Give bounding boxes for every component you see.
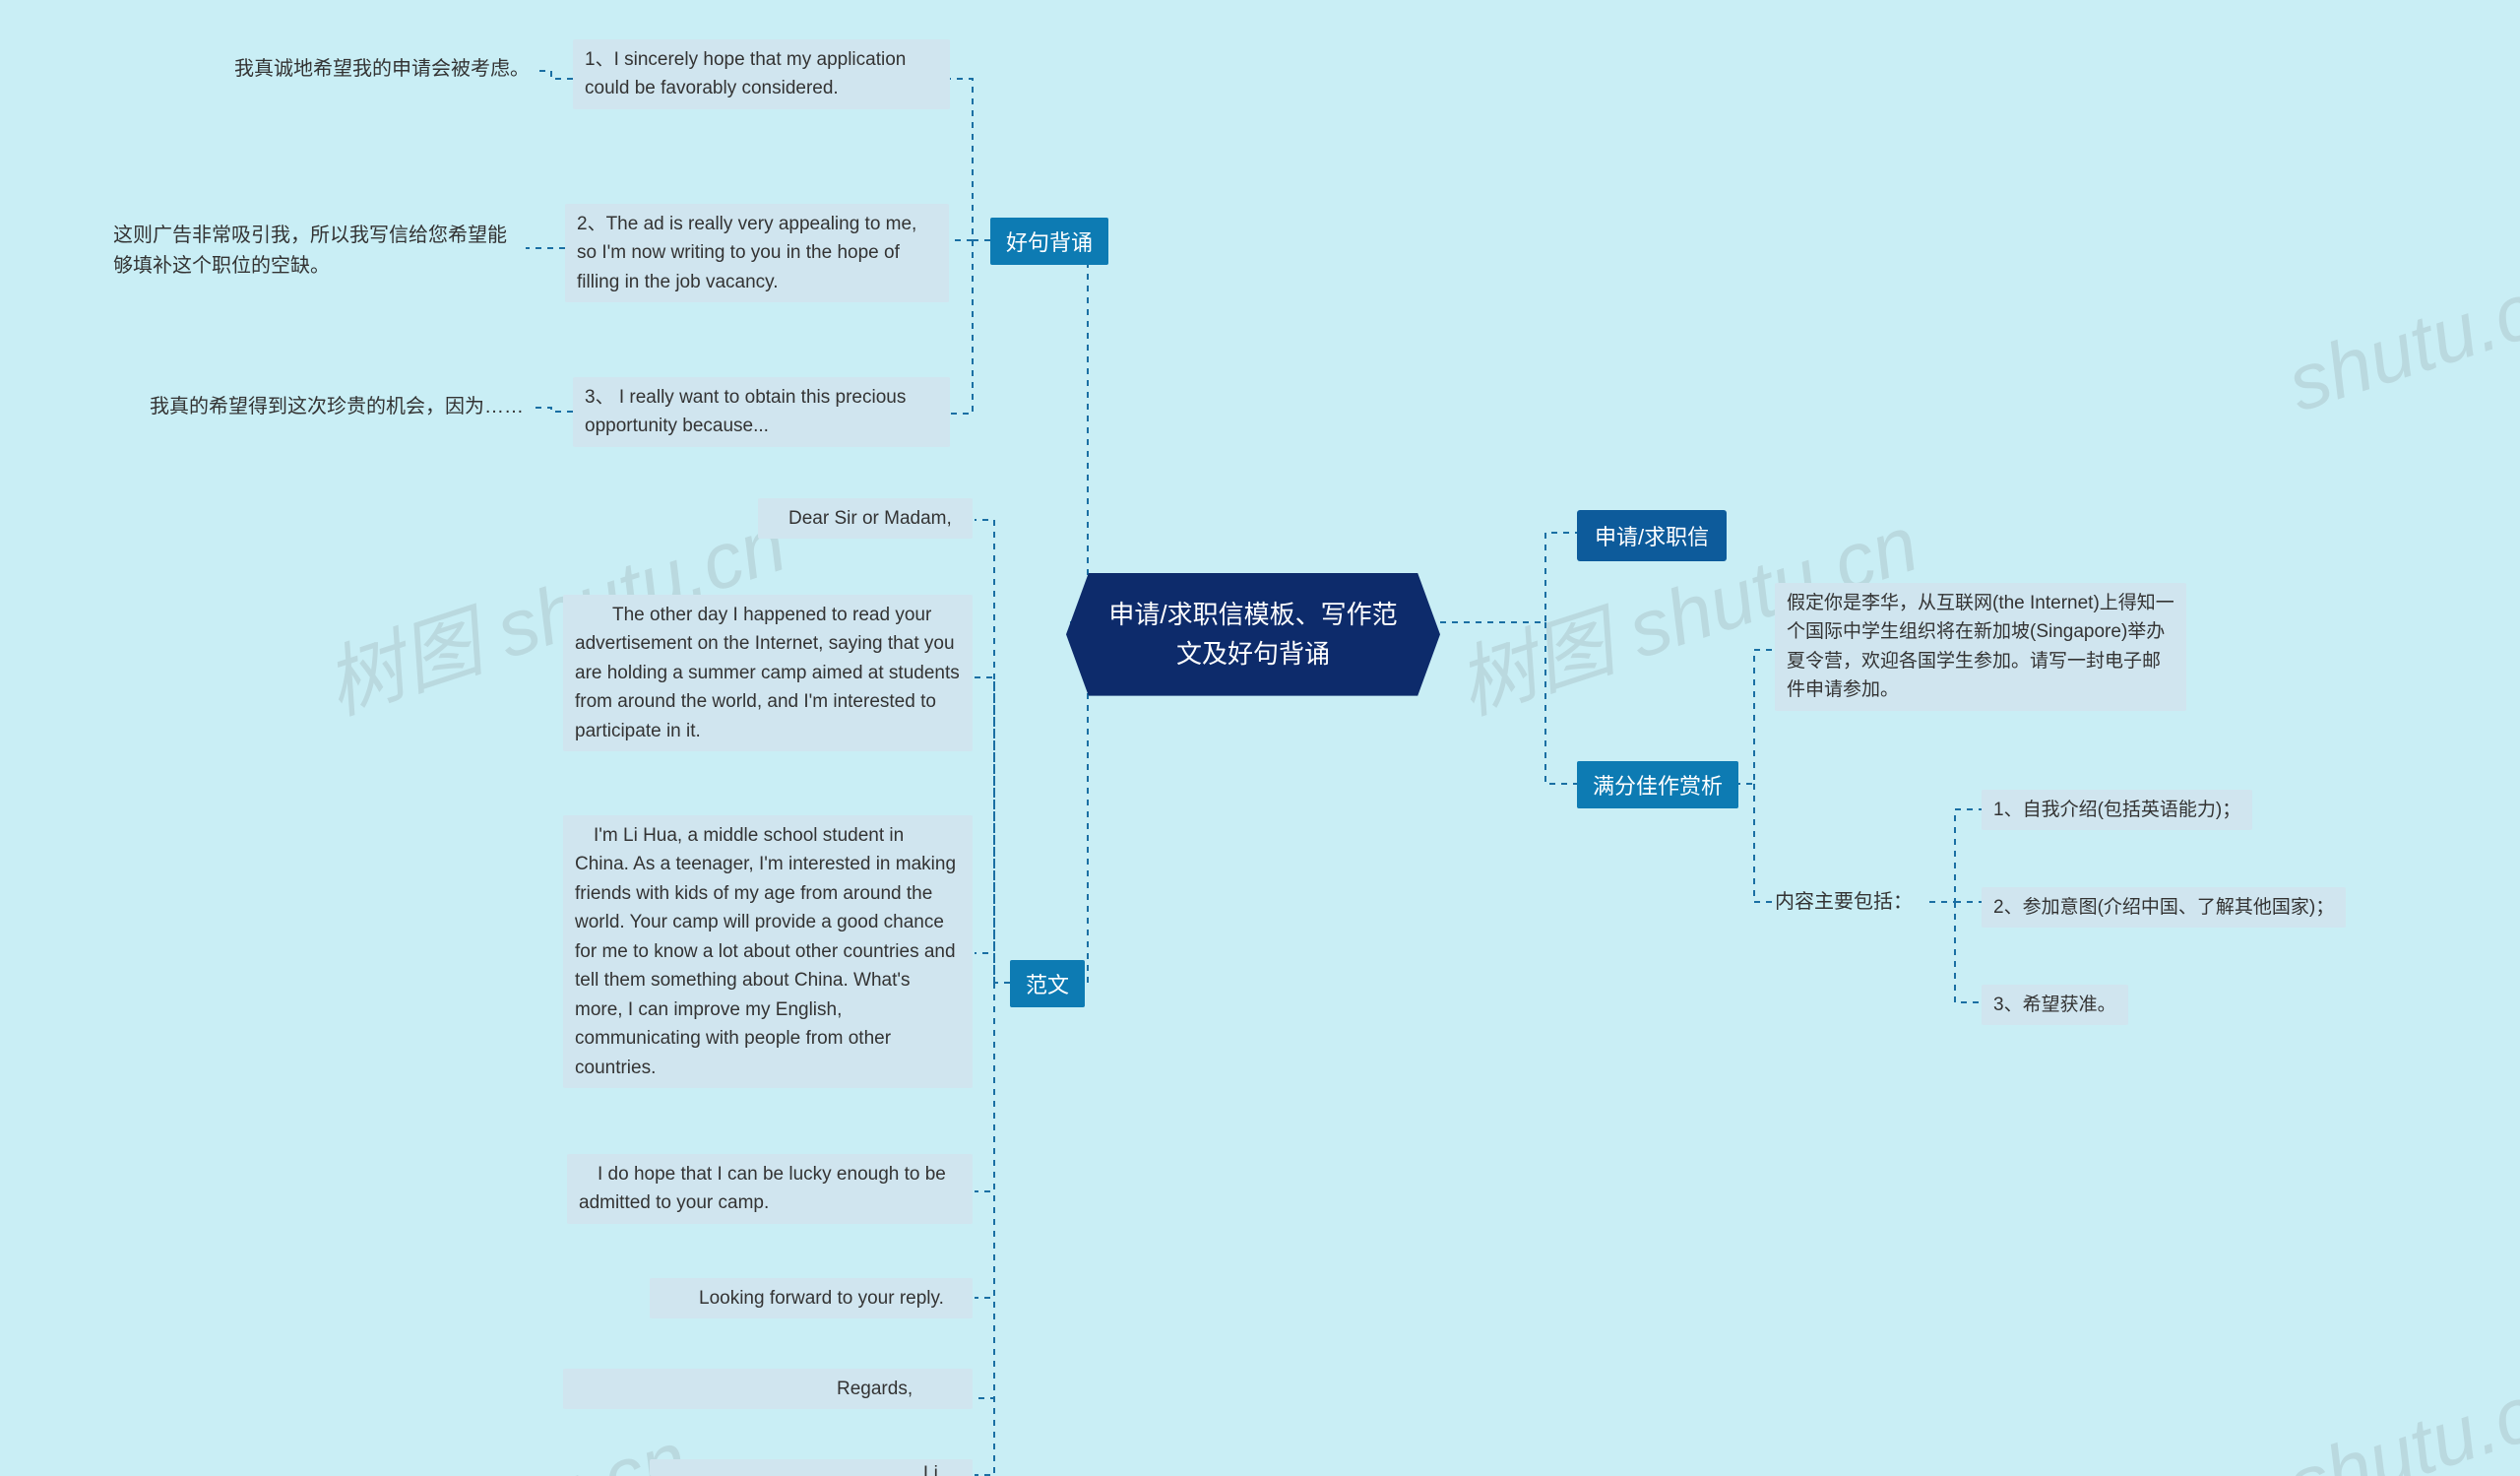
leaf-sentence-1-cn: 我真诚地希望我的申请会被考虑。 (234, 54, 530, 85)
leaf-essay-6[interactable]: Regards, (563, 1369, 973, 1409)
leaf-sentence-2-cn: 这则广告非常吸引我，所以我写信给您希望能 够填补这个职位的空缺。 (113, 221, 507, 282)
leaf-essay-7[interactable]: Li Hua (650, 1459, 973, 1476)
root-node[interactable]: 申请/求职信模板、写作范 文及好句背诵 (1066, 573, 1440, 696)
leaf-essay-3[interactable]: I'm Li Hua, a middle school student in C… (563, 815, 973, 1088)
leaf-essay-1[interactable]: Dear Sir or Madam, (758, 498, 973, 539)
branch-good-sentences[interactable]: 好句背诵 (990, 218, 1108, 265)
watermark: shutu.cn (2277, 1355, 2520, 1476)
leaf-content-heading: 内容主要包括： (1775, 887, 1913, 918)
leaf-content-2[interactable]: 2、参加意图(介绍中国、了解其他国家)； (1982, 887, 2346, 928)
branch-application-letter[interactable]: 申请/求职信 (1577, 510, 1727, 561)
watermark: shutu.cn (2277, 252, 2520, 430)
mindmap-canvas: 树图 shutu.cn 树图 shutu.cn shutu.cn shutu.c… (0, 0, 2520, 1476)
leaf-sentence-2[interactable]: 2、The ad is really very appealing to me,… (565, 204, 949, 302)
branch-top-sample[interactable]: 满分佳作赏析 (1577, 761, 1738, 808)
leaf-essay-2[interactable]: The other day I happened to read your ad… (563, 595, 973, 751)
leaf-content-3[interactable]: 3、希望获准。 (1982, 985, 2128, 1025)
leaf-sentence-3[interactable]: 3、 I really want to obtain this precious… (573, 377, 950, 447)
leaf-essay-5[interactable]: Looking forward to your reply. (650, 1278, 973, 1318)
leaf-sentence-1[interactable]: 1、I sincerely hope that my application c… (573, 39, 950, 109)
leaf-sentence-3-cn: 我真的希望得到这次珍贵的机会，因为…… (150, 392, 524, 422)
leaf-content-1[interactable]: 1、自我介绍(包括英语能力)； (1982, 790, 2252, 830)
branch-sample-essay[interactable]: 范文 (1010, 960, 1085, 1007)
leaf-scenario[interactable]: 假定你是李华，从互联网(the Internet)上得知一个国际中学生组织将在新… (1775, 583, 2186, 711)
leaf-essay-4[interactable]: I do hope that I can be lucky enough to … (567, 1154, 973, 1224)
